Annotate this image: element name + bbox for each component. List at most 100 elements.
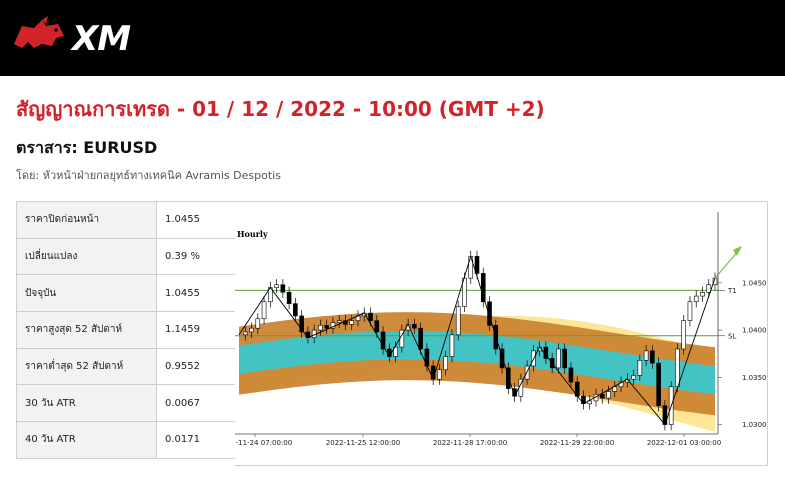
page-title: สัญญาณการเทรด - 01 / 12 / 2022 - 10:00 (… — [16, 97, 545, 121]
cyan-band — [239, 331, 715, 395]
candle-body — [700, 291, 705, 297]
candle-body — [249, 327, 254, 333]
stat-label: ราคาต่ำสุด 52 สัปดาห์ — [16, 347, 157, 386]
header-bar: XM — [0, 0, 785, 76]
stat-value: 0.0067 — [156, 384, 236, 423]
candle-body — [612, 386, 618, 392]
candle-body — [474, 256, 480, 274]
instrument-title: ตราสาร: EURUSD — [16, 138, 158, 157]
candle-body — [280, 284, 286, 293]
zigzag-line — [238, 245, 742, 426]
y-axis: 1.0450 1.0400 1.0350 1.0300 — [718, 279, 767, 429]
candle-body — [650, 350, 655, 364]
stat-value: 0.39 % — [156, 237, 236, 276]
candle-body — [387, 348, 392, 357]
candle-body — [499, 348, 505, 369]
candle-body — [480, 273, 486, 303]
table-row: เปลี่ยนแปลง 0.39 % — [16, 237, 236, 276]
candle-body — [412, 324, 417, 329]
stats-table: ราคาปิดก่อนหน้า 1.0455 เปลี่ยนแปลง 0.39 … — [16, 201, 236, 459]
candle-body — [393, 346, 398, 357]
candle-body — [330, 322, 336, 329]
x-tick-label: 2022-11-24 07:00:00 — [235, 439, 292, 447]
candle-body — [242, 331, 248, 336]
candle-body — [368, 312, 373, 321]
candle-body — [599, 394, 605, 399]
candle-body — [618, 381, 624, 388]
y-tick-label: 1.0300 — [742, 421, 767, 429]
table-row: ราคาต่ำสุด 52 สัปดาห์ 0.9552 — [16, 347, 236, 386]
stat-value: 0.9552 — [156, 347, 236, 386]
candle-body — [380, 331, 386, 350]
table-row: ปัจจุบัน 1.0455 — [16, 274, 236, 313]
candle-body — [349, 320, 355, 325]
stat-value: 1.1459 — [156, 311, 236, 349]
candle-body — [681, 320, 686, 350]
table-row: ราคาสูงสุด 52 สัปดาห์ 1.1459 — [16, 311, 236, 349]
chart-frame — [235, 212, 719, 435]
candle-body — [556, 348, 561, 369]
x-axis: 2022-11-24 07:00:00 2022-11-25 12:00:00 20… — [235, 434, 721, 447]
x-tick-label: 2022-11-28 17:00:00 — [433, 439, 507, 447]
candle-body — [587, 400, 593, 405]
candle-body — [487, 301, 492, 326]
candle-body — [418, 327, 423, 350]
level-label: SL — [728, 332, 736, 340]
candle-body — [449, 334, 455, 357]
price-chart[interactable]: T1 SL 1.0450 1.0400 1.0350 1.0300 2022-11-24… — [235, 201, 768, 466]
stat-value: 1.0455 — [156, 201, 236, 239]
candle-body — [606, 391, 611, 399]
x-tick-label: 2022-12-01 03:00:00 — [647, 439, 721, 447]
candle-body — [261, 301, 267, 320]
candle-body — [693, 295, 699, 303]
candle-body — [286, 291, 292, 304]
candle-body — [318, 325, 323, 331]
candle-body — [443, 356, 448, 371]
x-tick-label: 2022-11-29 22:00:00 — [540, 439, 614, 447]
candle-body — [374, 320, 380, 333]
x-tick-label: 2022-11-25 12:00:00 — [326, 439, 400, 447]
stat-label: ราคาปิดก่อนหน้า — [16, 201, 157, 239]
xm-logo[interactable]: XM — [12, 14, 132, 59]
candle-body — [631, 375, 636, 380]
candle-body — [299, 315, 304, 333]
candle-body — [656, 362, 661, 406]
logo-text: XM — [72, 19, 131, 59]
cloud-bands — [239, 312, 715, 432]
candle-body — [562, 348, 567, 369]
y-tick-label: 1.0400 — [742, 327, 767, 335]
author-byline: โดย: หัวหน้าฝ่ายกลยุทธ์ทางเทคนิค Avramis… — [16, 169, 281, 182]
stat-label: ปัจจุบัน — [16, 274, 157, 313]
stat-label: 30 วัน ATR — [16, 384, 157, 423]
table-row: 40 วัน ATR 0.0171 — [16, 421, 236, 459]
forecast-arrow-icon — [733, 245, 742, 256]
candle-body — [293, 303, 298, 317]
stat-label: เปลี่ยนแปลง — [16, 237, 157, 276]
candle-body — [437, 369, 442, 380]
candle-body — [336, 320, 342, 323]
bull-icon — [14, 16, 64, 48]
table-row: 30 วัน ATR 0.0067 — [16, 384, 236, 423]
chart-svg: T1 SL 1.0450 1.0400 1.0350 1.0300 2022-11-24… — [235, 212, 767, 447]
stat-label: 40 วัน ATR — [16, 421, 157, 459]
candle-body — [643, 350, 649, 361]
candle-body — [637, 360, 643, 376]
candle-body — [706, 284, 712, 293]
zigzag-path — [238, 254, 716, 426]
candle-body — [675, 348, 680, 388]
candle-body — [455, 306, 461, 336]
candle-body — [506, 367, 511, 389]
table-row: ราคาปิดก่อนหน้า 1.0455 — [16, 201, 236, 239]
stat-label: ราคาสูงสุด 52 สัปดาห์ — [16, 311, 157, 349]
candle-body — [255, 318, 261, 329]
candle-body — [324, 325, 329, 329]
candle-body — [687, 301, 693, 321]
level-label: T1 — [727, 287, 737, 295]
y-tick-label: 1.0350 — [742, 374, 767, 382]
candle-body — [568, 367, 574, 383]
candle-body — [274, 284, 279, 288]
stat-value: 1.0455 — [156, 274, 236, 313]
y-tick-label: 1.0450 — [742, 279, 767, 287]
stat-value: 0.0171 — [156, 421, 236, 459]
timeframe-label: Hourly — [237, 229, 268, 239]
